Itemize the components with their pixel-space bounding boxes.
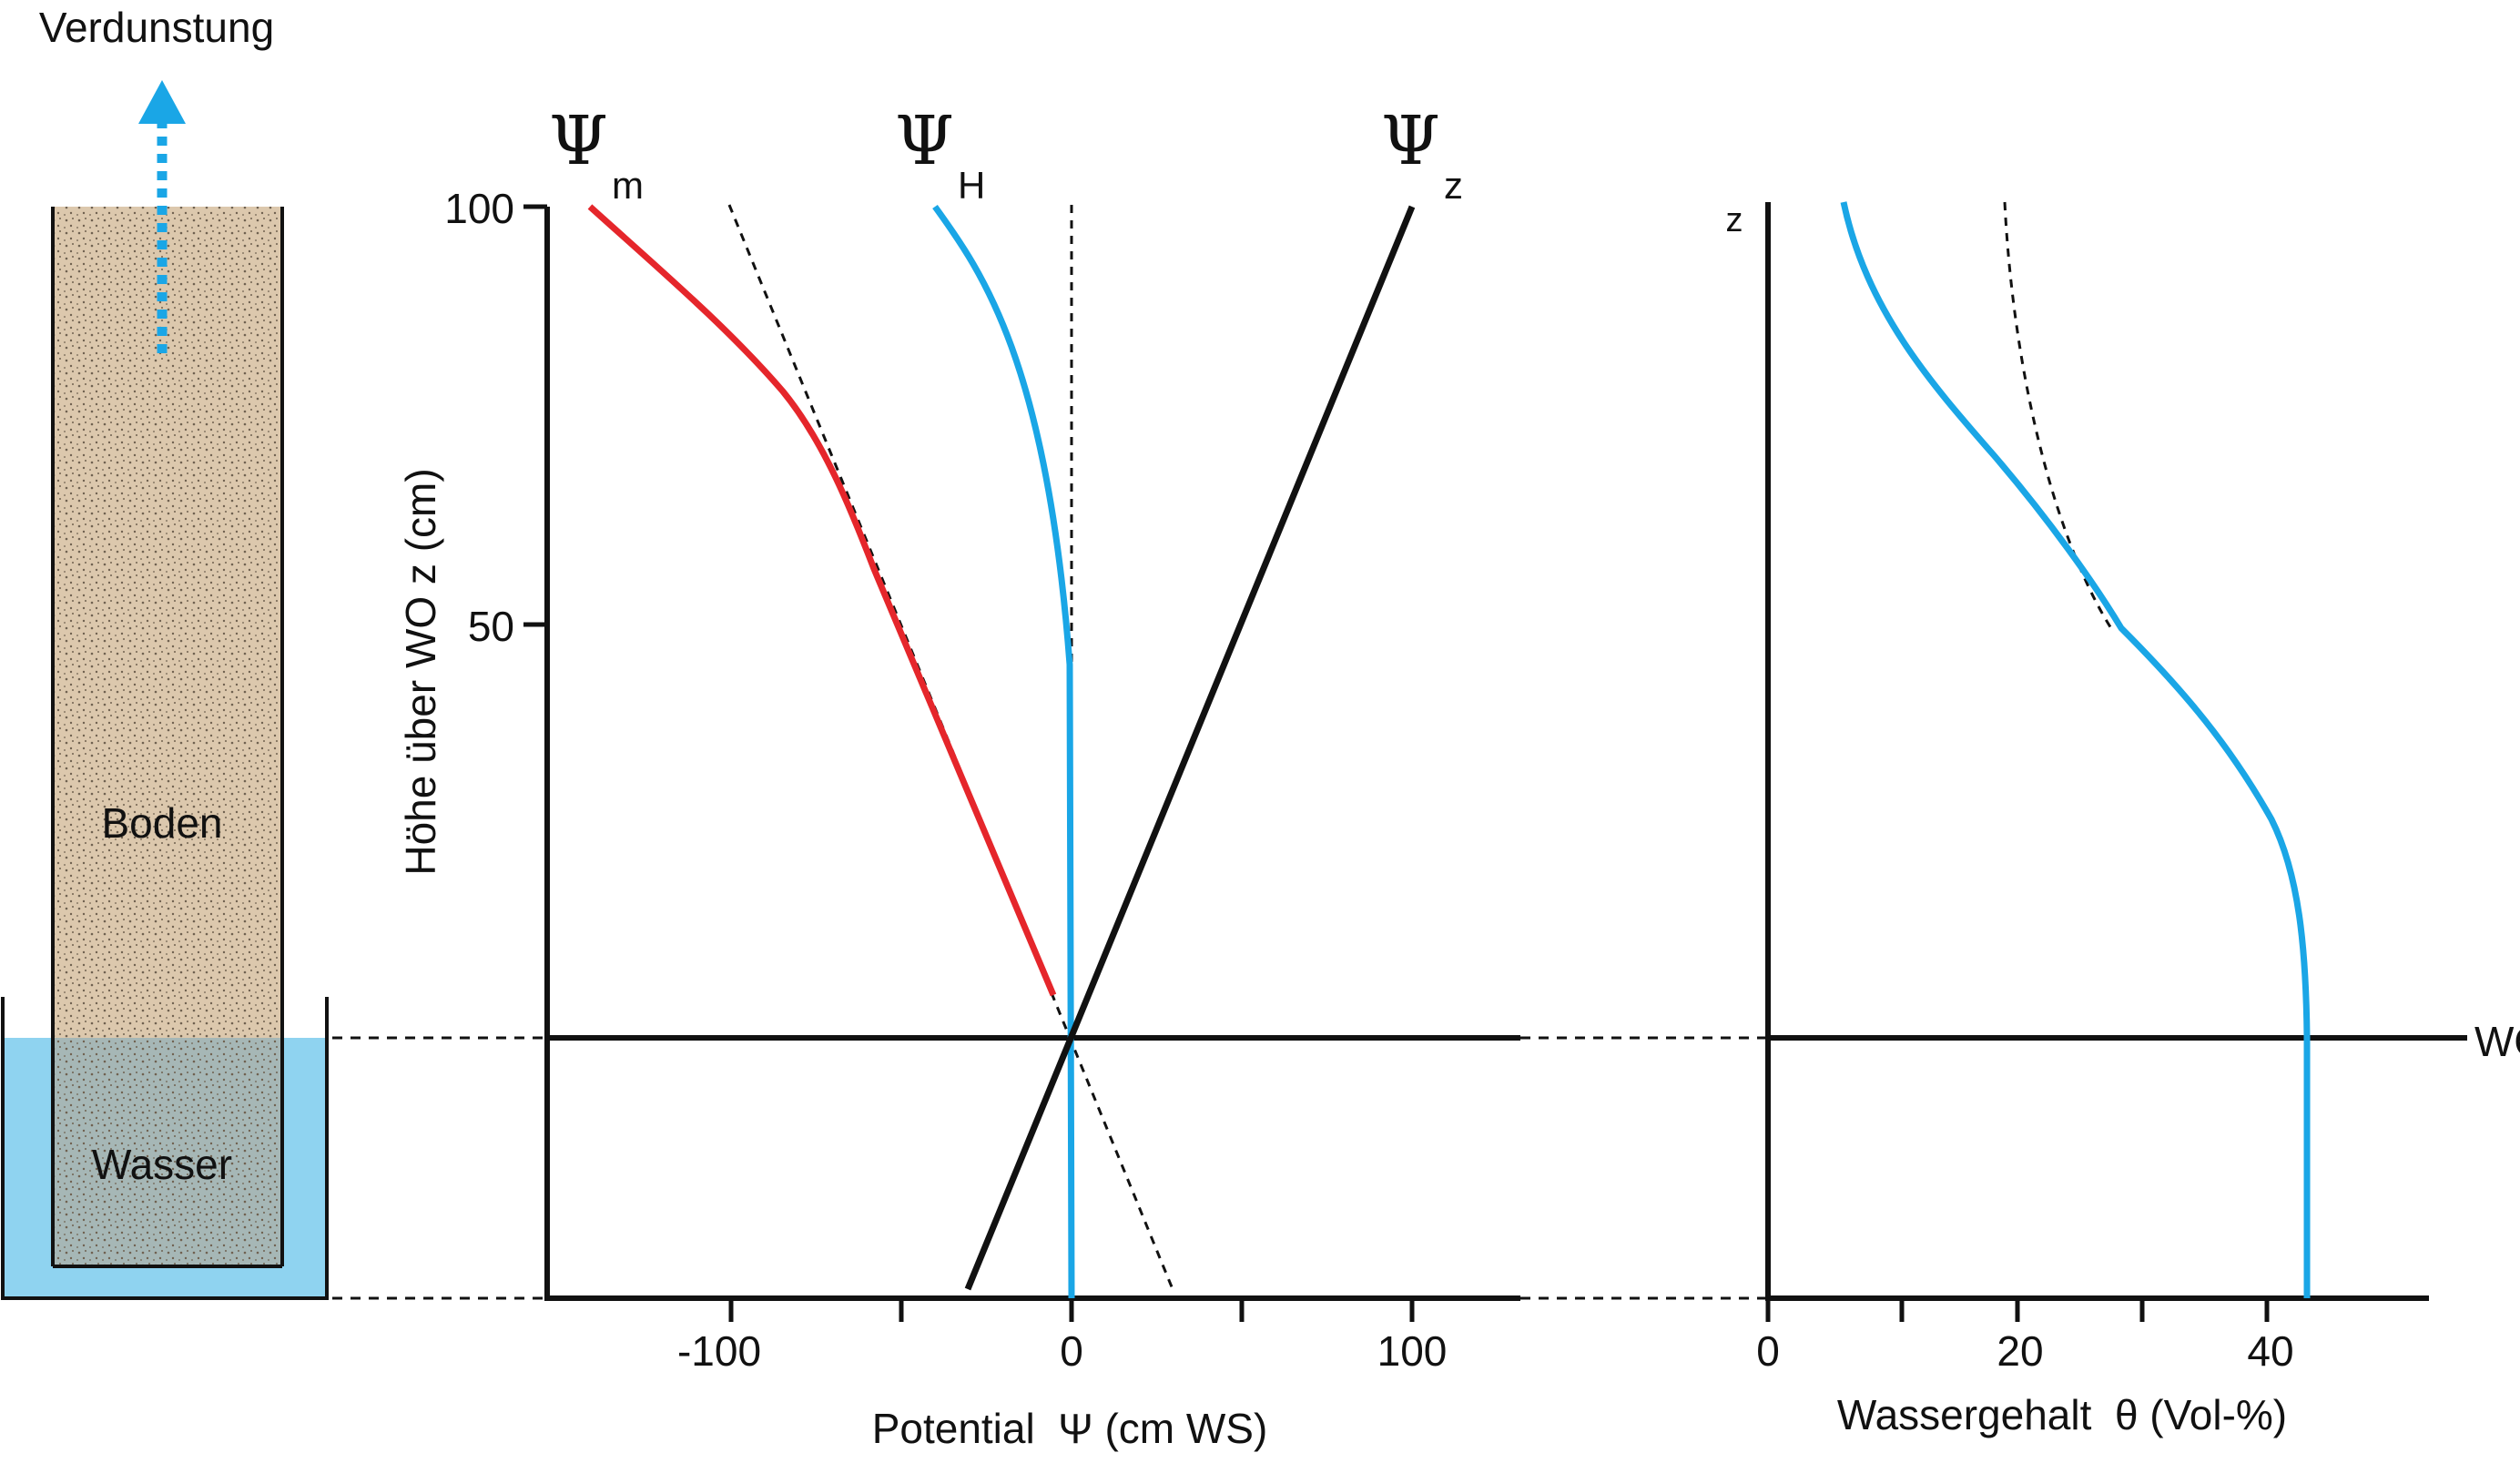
matric-subscript: m [612, 164, 644, 207]
hydraulic-psi-symbol: Ψ [895, 102, 954, 180]
x-tick-label-0: 0 [1756, 1327, 1780, 1375]
x-tick-label-minus-100: -100 [677, 1327, 761, 1375]
soil-texture [53, 207, 282, 1266]
potential-y-axis-label: Höhe über WO z (cm) [397, 468, 444, 875]
water-content-curve [1844, 202, 2307, 1298]
x-tick-label-40: 40 [2247, 1327, 2293, 1375]
gravity-potential-curve [968, 207, 1412, 1289]
soil-label: Boden [101, 799, 222, 847]
content-y-axis-label: z [1726, 201, 1743, 239]
hydraulic-potential-curve [935, 207, 1072, 1298]
content-x-axis-label: Wassergehalt θ (Vol-%) [1837, 1391, 2287, 1438]
water-table-label: WO [2474, 1018, 2520, 1065]
hydraulic-subscript: H [958, 164, 985, 207]
y-tick-label-100: 100 [444, 185, 514, 232]
gravity-psi-symbol: Ψ [1381, 102, 1440, 180]
evaporation-label: Verdunstung [39, 4, 274, 51]
x-tick-label-20: 20 [1997, 1327, 2043, 1375]
water-label: Wasser [92, 1141, 232, 1188]
potential-x-axis-label: Potential Ψ (cm WS) [872, 1405, 1268, 1452]
matric-potential-curve [590, 207, 1053, 995]
dotted-up-arrow-icon [138, 80, 186, 124]
water-content-panel: z WO 0 20 40 Wassergehalt θ (Vol-%) [1726, 201, 2520, 1438]
potential-panel: 100 50 -100 0 100 Potential Ψ (cm WS) Hö… [397, 102, 1520, 1452]
x-tick-label-100: 100 [1377, 1327, 1448, 1375]
soil-column: Boden Wasser Verdunstung [3, 4, 327, 1298]
matric-psi-symbol: Ψ [549, 102, 608, 180]
y-tick-label-50: 50 [468, 603, 514, 650]
equilibrium-reference-dashed-curve [2005, 202, 2114, 633]
x-tick-label-0: 0 [1060, 1327, 1083, 1375]
gravity-subscript: z [1444, 164, 1463, 207]
